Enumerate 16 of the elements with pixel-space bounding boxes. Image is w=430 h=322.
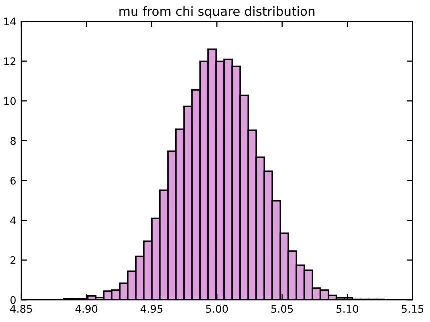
y-tick-label: 12 [4,58,16,66]
chart-title: mu from chi square distribution [120,6,315,19]
y-tick-label: 14 [4,18,16,26]
x-tick-label: 5.10 [336,305,358,314]
y-tick-label: 4 [10,216,16,224]
y-tick-label: 0 [10,296,16,304]
x-tick-label: 4.90 [76,305,98,314]
x-tick-label: 4.95 [140,305,163,314]
y-tick-label: 2 [10,256,16,264]
x-tick-label: 5.05 [272,305,294,314]
x-tick-label: 5.00 [206,305,228,314]
y-tick-label: 10 [4,97,16,106]
x-tick-label: 5.15 [402,305,424,314]
y-tick-label: 6 [10,176,16,185]
y-tick-label: 8 [10,137,16,146]
x-tick-label: 4.85 [10,305,32,314]
